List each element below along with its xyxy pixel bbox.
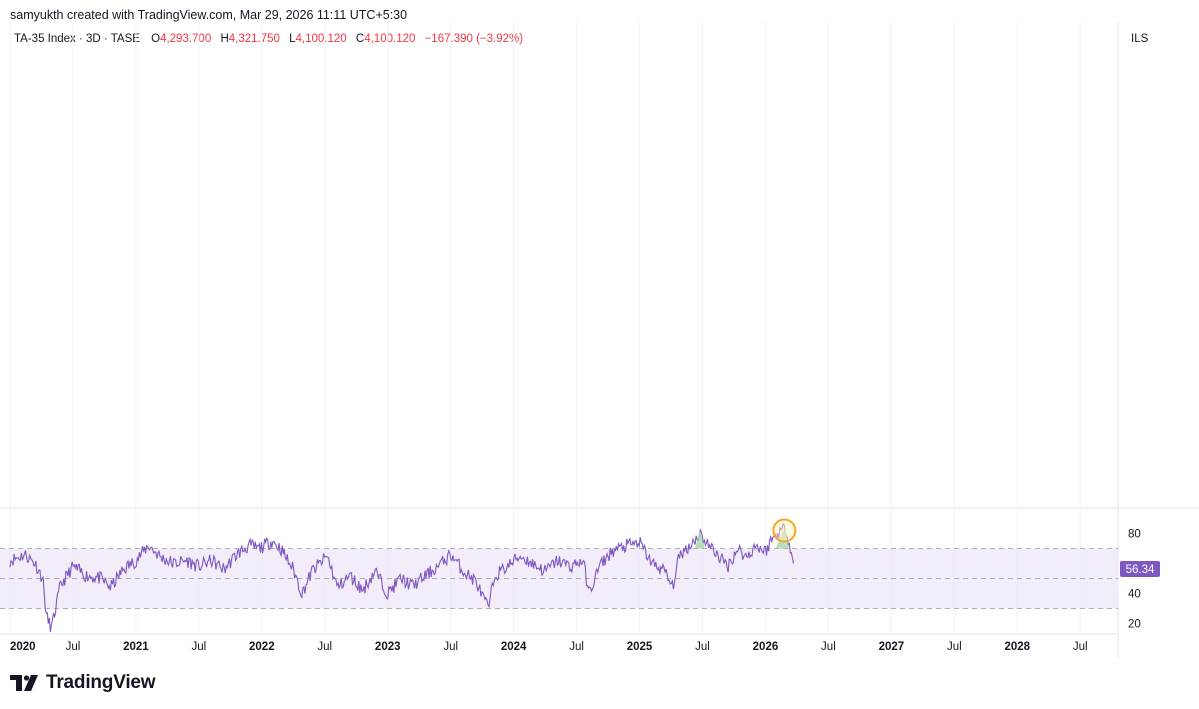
- time-tick-label: 2027: [879, 641, 905, 653]
- price-chart[interactable]: 2.618 (4,080.491)0.5 (3,123.075)0.382 (2…: [0, 0, 1199, 660]
- currency-label[interactable]: ILS: [1131, 33, 1149, 45]
- open-key: O: [151, 33, 161, 45]
- rsi-tick-label: 80: [1128, 529, 1141, 541]
- time-tick-label: Jul: [1073, 641, 1088, 653]
- low-key: L: [289, 33, 296, 45]
- low-value: 4,100.120: [295, 33, 347, 45]
- time-tick-label: 2025: [627, 641, 653, 653]
- close-key: C: [355, 33, 365, 45]
- symbol-label[interactable]: TA-35 Index · 3D · TASE: [14, 33, 140, 45]
- time-tick-label: 2021: [123, 641, 149, 653]
- rsi-overbought-fill: [694, 530, 706, 549]
- rsi-tick-label: 20: [1128, 619, 1141, 631]
- rsi-line: [9, 522, 794, 633]
- chart-attribution: samyukth created with TradingView.com, M…: [10, 8, 408, 22]
- time-tick-label: 2024: [501, 641, 527, 653]
- time-tick-label: Jul: [947, 641, 962, 653]
- time-tick-label: Jul: [192, 641, 207, 653]
- time-tick-label: 2028: [1004, 641, 1030, 653]
- time-tick-label: Jul: [443, 641, 458, 653]
- rsi-tick-label: 40: [1128, 589, 1141, 601]
- time-tick-label: Jul: [66, 641, 81, 653]
- time-tick-label: Jul: [317, 641, 332, 653]
- time-tick-label: Jul: [695, 641, 710, 653]
- tradingview-logo-icon: [10, 675, 38, 691]
- tradingview-brand: TradingView: [46, 672, 156, 693]
- rsi-value-badge-text: 56.34: [1126, 564, 1155, 576]
- rsi-value-badge: [1120, 560, 1160, 577]
- time-tick-label: Jul: [821, 641, 836, 653]
- time-tick-label: 2026: [753, 641, 779, 653]
- time-tick-label: Jul: [569, 641, 584, 653]
- close-value: 4,100.120: [364, 33, 416, 45]
- time-tick-label: 2022: [249, 641, 275, 653]
- rsi-highlight-circle: [772, 518, 797, 543]
- tradingview-footer: TradingView: [10, 672, 156, 694]
- high-value: 4,321.750: [228, 33, 280, 45]
- time-tick-label: 2023: [375, 641, 401, 653]
- high-key: H: [220, 33, 229, 45]
- change-value: −167.390 (−3.92%): [424, 33, 524, 45]
- time-tick-label: 2020: [10, 641, 36, 653]
